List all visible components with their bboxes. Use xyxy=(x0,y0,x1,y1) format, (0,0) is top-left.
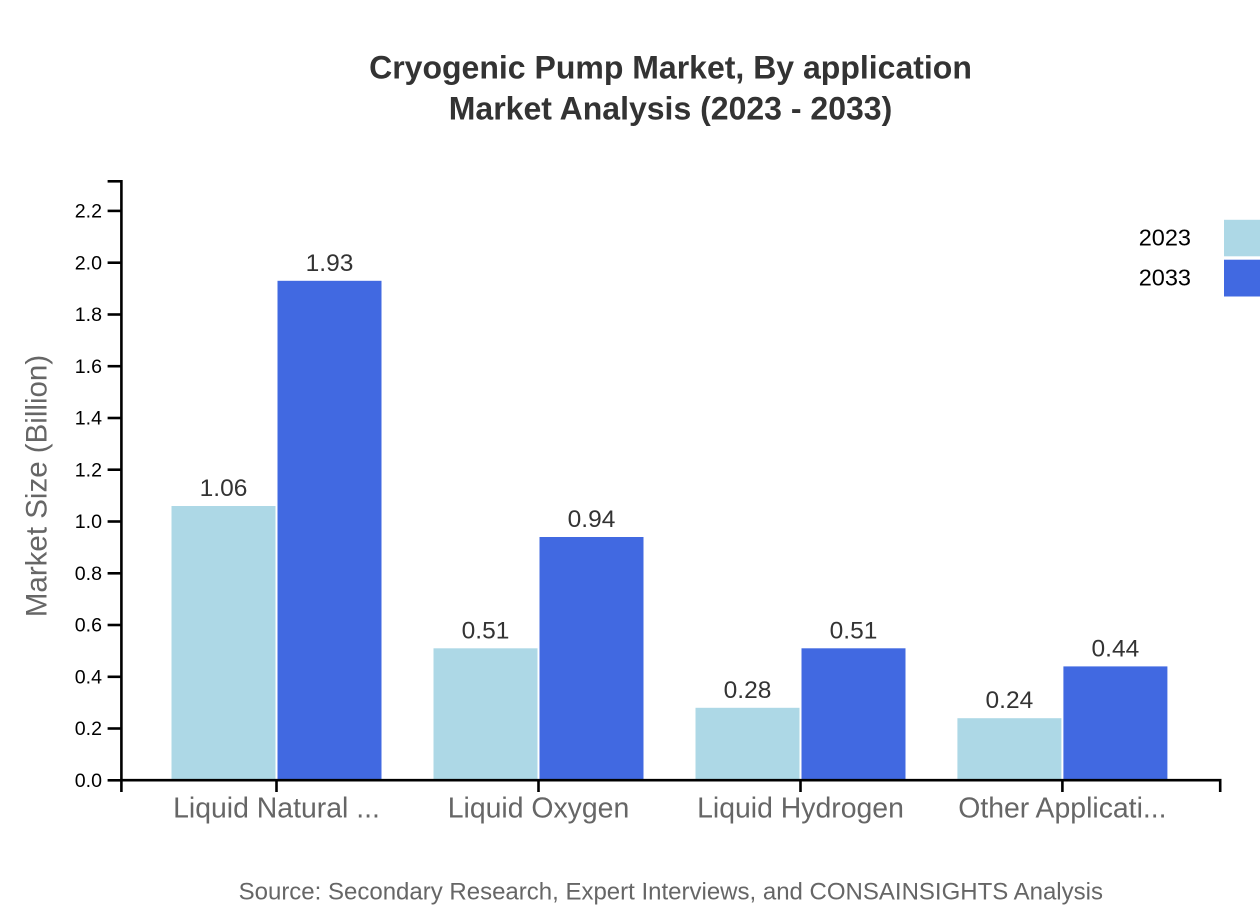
svg-text:1.2: 1.2 xyxy=(75,459,102,481)
svg-text:0.8: 0.8 xyxy=(75,563,102,585)
svg-text:1.4: 1.4 xyxy=(75,408,102,430)
svg-text:0.51: 0.51 xyxy=(830,617,878,644)
svg-text:0.44: 0.44 xyxy=(1092,635,1140,662)
svg-text:0.0: 0.0 xyxy=(75,770,102,792)
svg-text:2.2: 2.2 xyxy=(75,201,102,223)
svg-text:1.6: 1.6 xyxy=(75,356,102,378)
svg-text:Source: Secondary Research, Ex: Source: Secondary Research, Expert Inter… xyxy=(239,878,1103,905)
svg-text:Market Size (Billion): Market Size (Billion) xyxy=(21,355,54,617)
svg-text:0.2: 0.2 xyxy=(75,718,102,740)
svg-text:0.4: 0.4 xyxy=(75,666,102,688)
svg-text:0.51: 0.51 xyxy=(462,617,510,644)
svg-text:Liquid Oxygen: Liquid Oxygen xyxy=(448,792,630,824)
svg-text:Other Applicati...: Other Applicati... xyxy=(958,792,1166,824)
svg-text:1.06: 1.06 xyxy=(200,475,248,502)
svg-text:0.28: 0.28 xyxy=(724,677,772,704)
svg-text:Liquid Natural ...: Liquid Natural ... xyxy=(173,792,380,824)
svg-text:2033: 2033 xyxy=(1139,265,1191,291)
svg-text:0.6: 0.6 xyxy=(75,615,102,637)
svg-text:2.0: 2.0 xyxy=(75,252,102,274)
svg-text:1.93: 1.93 xyxy=(306,250,354,277)
svg-text:1.0: 1.0 xyxy=(75,511,102,533)
svg-text:Liquid Hydrogen: Liquid Hydrogen xyxy=(697,792,904,824)
svg-text:0.94: 0.94 xyxy=(568,506,616,533)
svg-text:1.8: 1.8 xyxy=(75,304,102,326)
svg-text:Cryogenic Pump Market, By appl: Cryogenic Pump Market, By application xyxy=(369,50,972,86)
svg-text:2023: 2023 xyxy=(1139,225,1191,251)
svg-text:Market Analysis (2023 - 2033): Market Analysis (2023 - 2033) xyxy=(449,90,893,126)
svg-text:0.24: 0.24 xyxy=(986,687,1034,714)
